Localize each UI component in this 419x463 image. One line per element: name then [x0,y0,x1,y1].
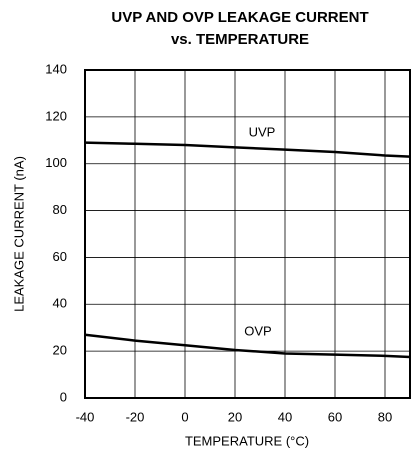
y-tick-label: 80 [53,202,67,217]
x-tick-label: -40 [76,409,95,424]
plot-border [84,69,411,399]
series-label: UVP [249,124,276,139]
data-line [84,333,411,359]
y-tick-label: 120 [45,108,67,123]
x-tick-label: 40 [278,409,292,424]
y-axis-label: LEAKAGE CURRENT (nA) [11,156,26,312]
y-tick-label: 140 [45,61,67,76]
chart-title: UVP AND OVP LEAKAGE CURRENT [111,9,368,26]
x-tick-label: 60 [328,409,342,424]
y-tick-label: 40 [53,296,67,311]
chart-title: vs. TEMPERATURE [171,31,309,48]
x-axis-label: TEMPERATURE (°C) [185,433,309,448]
series-label: OVP [244,323,271,338]
x-tick-label: 80 [378,409,392,424]
x-tick-label: 20 [228,409,242,424]
x-tick-label: 0 [181,409,188,424]
y-tick-label: 20 [53,343,67,358]
y-tick-label: 0 [60,389,67,404]
y-tick-label: 60 [53,249,67,264]
x-tick-label: -20 [126,409,145,424]
y-tick-label: 100 [45,155,67,170]
data-line [84,141,411,158]
